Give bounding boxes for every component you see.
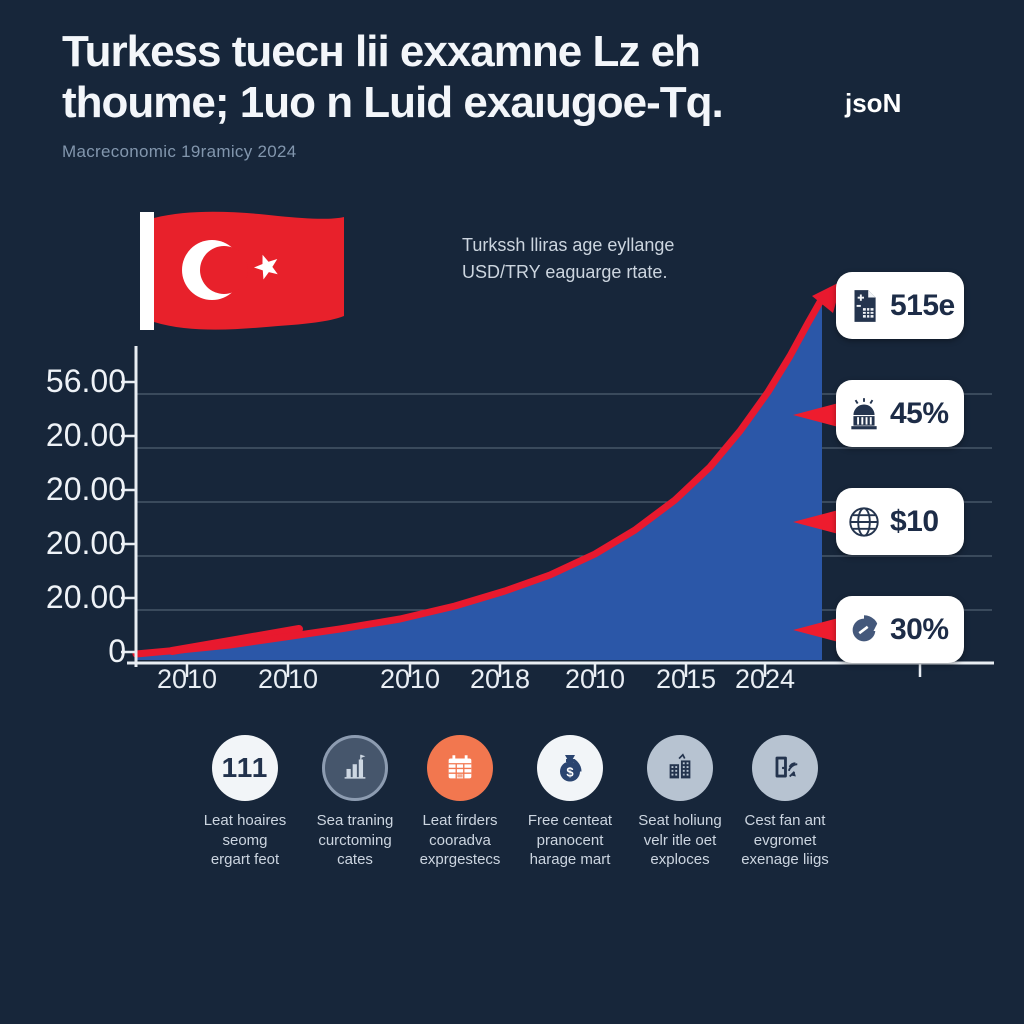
footer-item-3: Leat firders cooradva exprgestecs xyxy=(400,735,520,870)
corner-label: jsoN xyxy=(845,88,902,118)
money-bag-circle: $ xyxy=(537,735,603,801)
y-tick-label: 56.00 xyxy=(45,363,126,399)
footer-item-label: Sea traning curctoming cates xyxy=(316,812,394,868)
calendar-circle xyxy=(427,735,493,801)
usd-try-area xyxy=(136,302,822,660)
x-tick-label: 2010 xyxy=(156,664,218,694)
x-tick-label: 2024 xyxy=(734,664,796,694)
y-tick-label: 20.00 xyxy=(45,525,126,561)
y-tick-label: 20.00 xyxy=(45,417,126,453)
pie-chart-icon xyxy=(847,613,882,646)
footer-item-2: Sea traning curctoming cates xyxy=(295,735,415,870)
buildings-icon xyxy=(669,753,691,779)
chart-annotation-line-2: USD/TRY eaguarge rtate. xyxy=(462,262,668,282)
turkey-flag-icon xyxy=(140,211,344,330)
flag-field xyxy=(154,211,344,330)
number-circle: 111 xyxy=(212,735,278,801)
footer-item-4: $ Free centeat pranocent harage mart xyxy=(510,735,630,870)
bar-chart-icon xyxy=(344,754,366,779)
y-tick-label: 20.00 xyxy=(45,471,126,507)
globe-icon xyxy=(849,506,879,537)
bar-chart-circle xyxy=(322,735,388,801)
page-subtitle: Macreconomic 19ramicy 2024 xyxy=(62,142,297,161)
calendar-grid-icon xyxy=(448,755,472,779)
page-title: Turkess tuecн lii exxamne Lz eh thoume; … xyxy=(62,26,882,128)
footer-item-label: Leat hoaires seomg ergart feot xyxy=(203,812,287,868)
money-bag-icon: $ xyxy=(560,755,582,782)
trend-line xyxy=(132,287,838,658)
red-branch-line xyxy=(168,625,303,655)
x-tick-label: 2010 xyxy=(257,664,319,694)
footer-item-5: Seat holiung velr itle oet exploces xyxy=(620,735,740,870)
x-tick-label: 2015 xyxy=(655,664,717,694)
chart-annotation-line-1: Turkssh lliras age eyllange xyxy=(462,235,675,255)
x-tick-label: 2010 xyxy=(564,664,626,694)
door-signal-icon xyxy=(775,756,798,778)
number-circle-text: 111 xyxy=(221,752,269,783)
stat-badge-pie: 30% xyxy=(836,596,964,663)
svg-text:$: $ xyxy=(566,765,574,780)
stat-badge-bank: 45% xyxy=(836,380,964,447)
footer-item-6: Cest fan ant evgromet exenage liigs xyxy=(725,735,845,870)
door-signal-circle xyxy=(752,735,818,801)
stat-badge-value: 45% xyxy=(890,396,949,430)
flag-crescent-inner xyxy=(200,246,248,294)
footer-item-label: Cest fan ant evgromet exenage liigs xyxy=(741,812,829,868)
y-tick-label: 20.00 xyxy=(45,579,126,615)
footer-item-label: Leat firders cooradva exprgestecs xyxy=(419,812,501,868)
title-line-1: Turkess tuecн lii exxamne Lz eh xyxy=(62,27,701,76)
y-tick-label: 0 xyxy=(108,633,126,669)
document-icon xyxy=(854,289,876,322)
footer-item-label: Seat holiung velr itle oet exploces xyxy=(638,812,722,868)
x-tick-label: 2010 xyxy=(379,664,441,694)
bank-icon xyxy=(851,397,877,429)
stat-badge-documents: 515e xyxy=(836,272,964,339)
flag-star xyxy=(253,254,278,280)
title-line-2: thoume; 1uo n Luid exaıugoe-Tq. xyxy=(62,78,724,128)
stat-badge-value: 30% xyxy=(890,612,949,646)
stat-badge-value: 515e xyxy=(890,288,955,322)
footer-item-1: 111 Leat hoaires seomg ergart feot xyxy=(185,735,305,870)
chart-annotation: Turkssh lliras age eyllange USD/TRY eagu… xyxy=(462,232,674,286)
footer-item-label: Free centeat pranocent harage mart xyxy=(527,812,613,868)
x-tick-label: 2018 xyxy=(469,664,531,694)
flag-pole-stripe xyxy=(140,212,154,330)
buildings-circle xyxy=(647,735,713,801)
stat-badge-value: $10 xyxy=(890,504,939,538)
stat-badge-globe: $10 xyxy=(836,488,964,555)
